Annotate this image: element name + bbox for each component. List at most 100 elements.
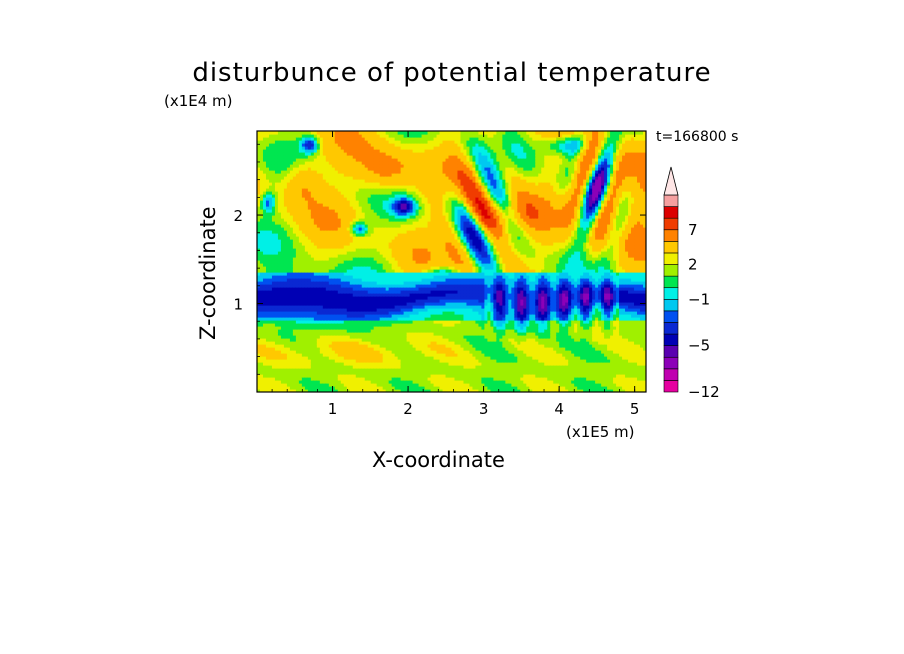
heatmap-cell: [367, 137, 372, 141]
heatmap-cell: [289, 212, 294, 216]
heatmap-cell: [337, 377, 342, 381]
heatmap-cell: [346, 260, 351, 264]
heatmap-cell: [286, 332, 291, 336]
heatmap-cell: [277, 182, 282, 186]
heatmap-cell: [370, 239, 375, 243]
heatmap-cell: [376, 248, 381, 252]
heatmap-cell: [385, 197, 390, 201]
heatmap-cell: [328, 233, 333, 237]
heatmap-cell: [277, 356, 282, 360]
heatmap-cell: [277, 260, 282, 264]
heatmap-cell: [334, 242, 339, 246]
heatmap-cell: [298, 362, 303, 366]
heatmap-cell: [358, 188, 363, 192]
heatmap-cell: [271, 155, 276, 159]
heatmap-cell: [274, 278, 279, 282]
heatmap-cell: [277, 218, 282, 222]
heatmap-cell: [355, 164, 360, 168]
heatmap-cell: [361, 167, 366, 171]
heatmap-cell: [304, 257, 309, 261]
heatmap-cell: [286, 389, 291, 392]
heatmap-cell: [295, 293, 300, 297]
heatmap-cell: [301, 317, 306, 321]
heatmap-cell: [340, 233, 345, 237]
heatmap-cell: [286, 359, 291, 363]
heatmap-cell: [379, 329, 384, 333]
heatmap-cell: [334, 371, 339, 375]
heatmap-cell: [367, 353, 372, 357]
heatmap-cell: [334, 251, 339, 255]
heatmap-cell: [370, 134, 375, 138]
heatmap-cell: [295, 200, 300, 204]
heatmap-cell: [373, 356, 378, 360]
heatmap-cell: [307, 374, 312, 378]
heatmap-cell: [298, 137, 303, 141]
heatmap-cell: [298, 152, 303, 156]
heatmap-cell: [334, 293, 339, 297]
heatmap-cell: [271, 332, 276, 336]
heatmap-cell: [337, 242, 342, 246]
heatmap-cell: [343, 170, 348, 174]
heatmap-cell: [274, 383, 279, 387]
heatmap-cell: [352, 329, 357, 333]
heatmap-cell: [382, 389, 387, 392]
heatmap-cell: [325, 251, 330, 255]
heatmap-cell: [259, 365, 264, 369]
heatmap-cell: [367, 188, 372, 192]
heatmap-cell: [325, 155, 330, 159]
heatmap-cell: [361, 260, 366, 264]
heatmap-cell: [325, 200, 330, 204]
heatmap-cell: [310, 155, 315, 159]
heatmap-cell: [334, 278, 339, 282]
heatmap-cell: [373, 344, 378, 348]
heatmap-cell: [280, 275, 285, 279]
heatmap-cell: [274, 275, 279, 279]
heatmap-cell: [340, 302, 345, 306]
heatmap-cell: [313, 146, 318, 150]
heatmap-cell: [310, 308, 315, 312]
heatmap-cell: [364, 161, 369, 165]
heatmap-cell: [316, 287, 321, 291]
heatmap-cell: [271, 284, 276, 288]
heatmap-cell: [307, 389, 312, 392]
heatmap-cell: [364, 233, 369, 237]
heatmap-cell: [262, 323, 267, 327]
heatmap-cell: [367, 167, 372, 171]
heatmap-cell: [382, 296, 387, 300]
heatmap-cell: [259, 284, 264, 288]
heatmap-cell: [292, 359, 297, 363]
heatmap-cell: [274, 224, 279, 228]
heatmap-cell: [352, 170, 357, 174]
heatmap-cell: [361, 239, 366, 243]
heatmap-cell: [313, 293, 318, 297]
heatmap-cell: [322, 182, 327, 186]
heatmap-cell: [289, 248, 294, 252]
heatmap-cell: [280, 296, 285, 300]
heatmap-cell: [301, 263, 306, 267]
heatmap-cell: [307, 275, 312, 279]
heatmap-cell: [259, 269, 264, 273]
heatmap-cell: [280, 359, 285, 363]
heatmap-cell: [262, 209, 267, 213]
heatmap-cell: [373, 350, 378, 354]
heatmap-cell: [385, 239, 390, 243]
heatmap-cell: [259, 143, 264, 147]
heatmap-cell: [367, 272, 372, 276]
heatmap-cell: [373, 155, 378, 159]
heatmap-cell: [259, 287, 264, 291]
heatmap-cell: [274, 389, 279, 392]
heatmap-cell: [373, 251, 378, 255]
heatmap-cell: [265, 389, 270, 392]
heatmap-cell: [349, 194, 354, 198]
heatmap-cell: [355, 338, 360, 342]
heatmap-cell: [355, 227, 360, 231]
heatmap-cell: [331, 197, 336, 201]
heatmap-cell: [334, 137, 339, 141]
heatmap-cell: [379, 278, 384, 282]
heatmap-cell: [349, 326, 354, 330]
heatmap-cell: [271, 299, 276, 303]
heatmap-cell: [331, 218, 336, 222]
heatmap-cell: [382, 131, 387, 135]
heatmap-cell: [274, 221, 279, 225]
heatmap-cell: [280, 299, 285, 303]
